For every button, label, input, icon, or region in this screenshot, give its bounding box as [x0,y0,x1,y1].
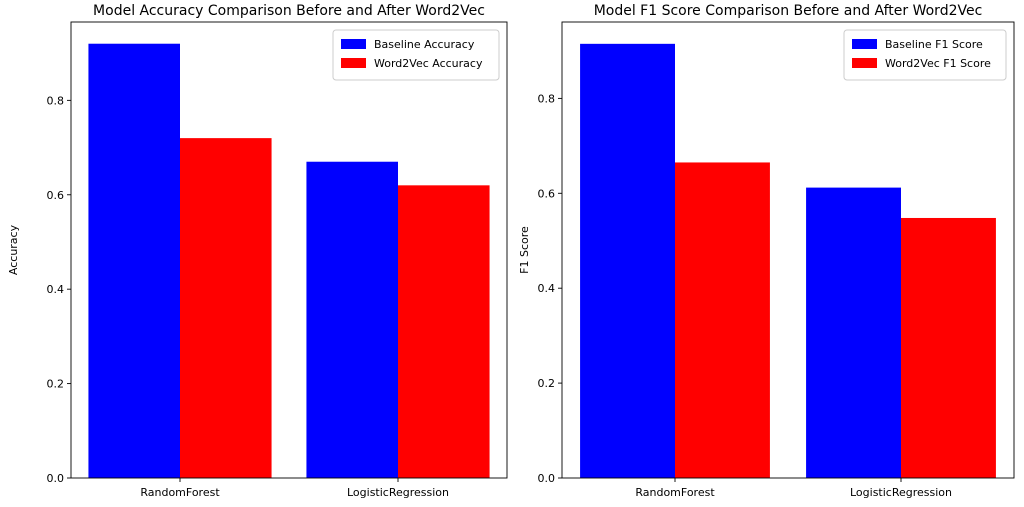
y-tick-label: 0.8 [47,94,65,107]
y-tick-label: 0.6 [47,189,65,202]
legend-label: Baseline Accuracy [374,38,475,51]
x-tick-label: RandomForest [140,486,220,499]
y-tick-label: 0.4 [47,283,65,296]
legend-swatch [341,58,366,68]
bar [675,162,770,479]
bar [580,43,675,478]
y-axis-label: F1 Score [518,226,531,274]
y-tick-label: 0.8 [538,92,556,105]
bar [180,138,272,479]
legend: Baseline F1 Score Word2Vec F1 Score [843,29,1007,81]
plot-frame [561,21,1015,479]
legend-swatch [852,58,877,68]
legend: Baseline Accuracy Word2Vec Accuracy [332,29,500,81]
legend-swatch [852,39,877,49]
plot-frame [70,21,508,479]
bar [306,161,398,478]
legend-box [332,29,500,81]
y-axis-label: Accuracy [7,224,20,275]
chart-title: Model Accuracy Comparison Before and Aft… [93,3,485,19]
x-tick-label: LogisticRegression [347,486,449,499]
y-tick-label: 0.0 [47,472,65,485]
y-tick-label: 0.4 [538,282,556,295]
y-tick-label: 0.2 [47,378,65,391]
x-tick-label: LogisticRegression [850,486,952,499]
bar [88,43,180,478]
chart-panel-2: Model F1 Score Comparison Before and Aft… [518,3,1015,499]
chart-panel-1: Model Accuracy Comparison Before and Aft… [7,3,508,499]
y-tick-label: 0.6 [538,187,556,200]
bar [901,217,996,478]
legend-label: Word2Vec Accuracy [374,57,483,70]
legend-swatch [341,39,366,49]
legend-label: Word2Vec F1 Score [885,57,991,70]
x-tick-label: RandomForest [635,486,715,499]
y-tick-label: 0.0 [538,472,556,485]
chart-title: Model F1 Score Comparison Before and Aft… [594,3,983,19]
legend-box [843,29,1007,81]
y-tick-label: 0.2 [538,377,556,390]
legend-label: Baseline F1 Score [885,38,983,51]
bar [806,187,901,479]
bar [398,185,490,478]
